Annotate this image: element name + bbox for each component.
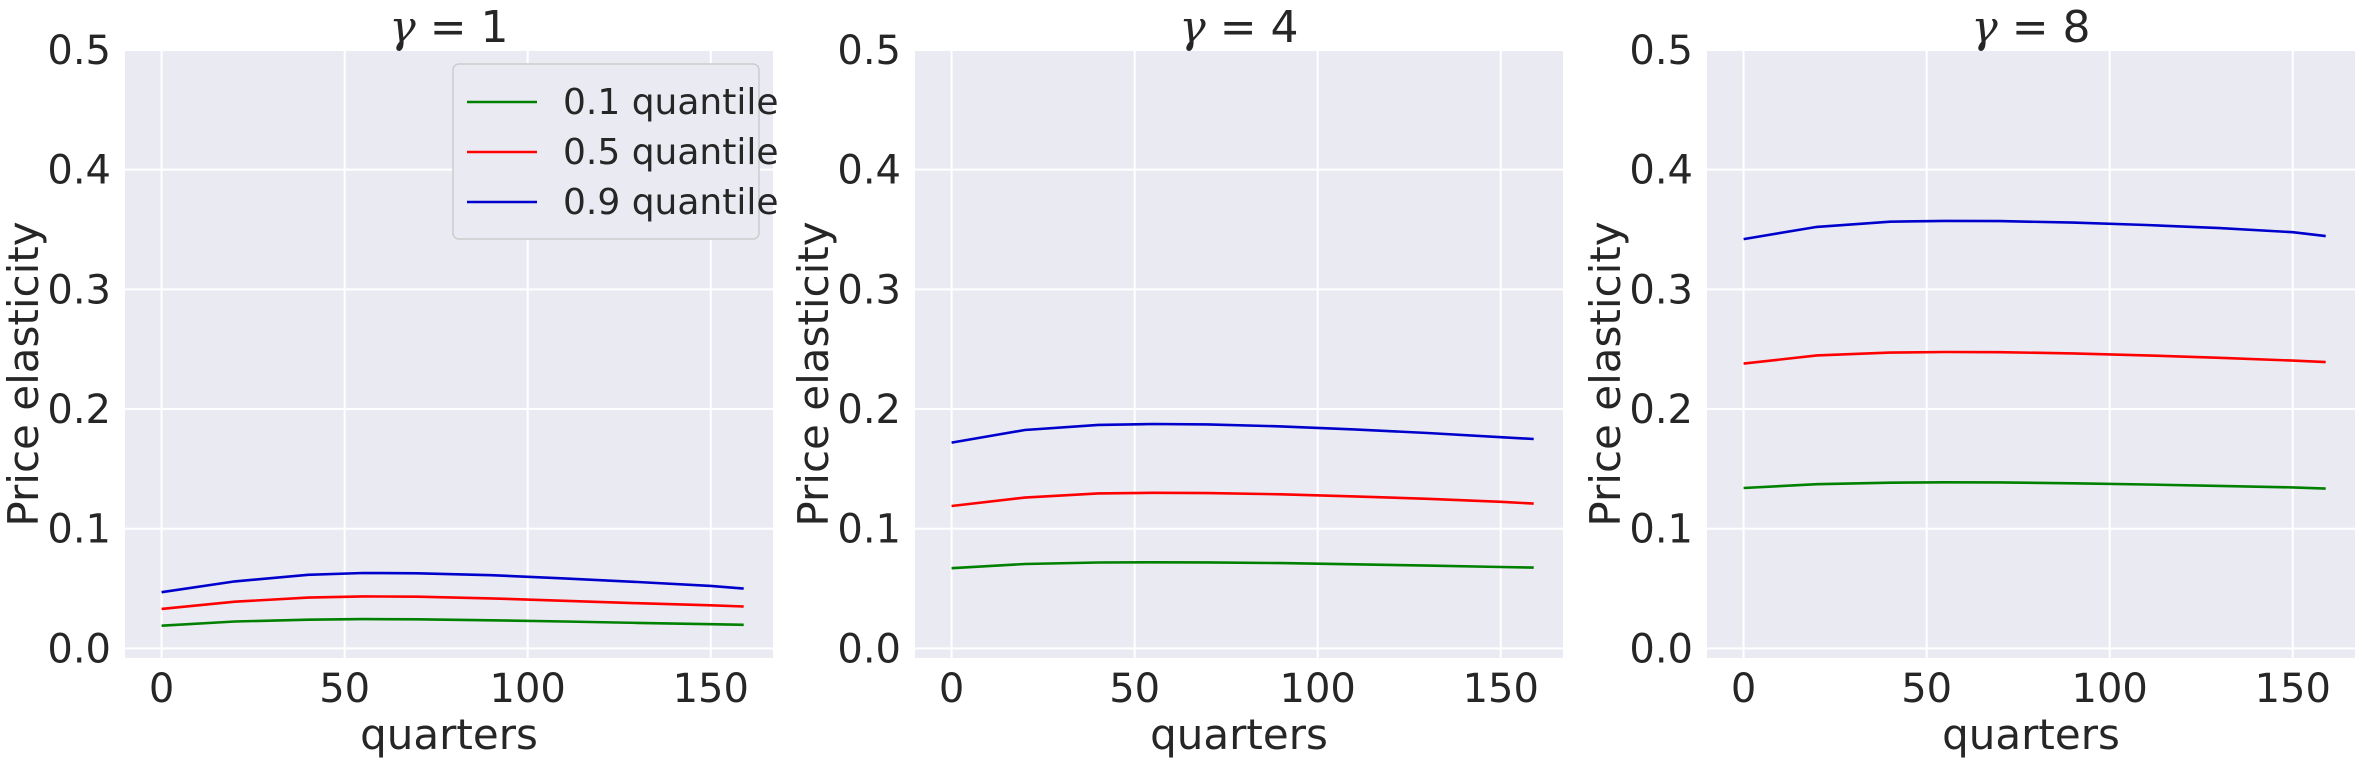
x-tick-label: 150 <box>1463 666 1539 712</box>
series-line-0-1-quantile <box>1743 480 2326 490</box>
y-tick-label: 0.2 <box>47 387 111 433</box>
x-axis-label: quarters <box>360 710 538 759</box>
x-axis-label: quarters <box>1942 710 2120 759</box>
panel-gamma-8: 0 50 100 150 0.0 0.1 0.2 0.3 0.4 0.5 quarters Price… <box>1581 2 2355 759</box>
x-tick-label: 50 <box>1109 666 1160 712</box>
panel-gamma-1: 0 50 100 150 0.0 0.1 0.2 0.3 0.4 0.5 quarters Price… <box>0 2 779 759</box>
series-line-0-1-quantile <box>161 617 744 627</box>
y-tick-label: 0.0 <box>837 626 901 672</box>
panel-title: γ = 1 <box>389 2 508 53</box>
y-tick-label: 0.5 <box>837 28 901 74</box>
y-tick-label: 0.1 <box>837 507 901 553</box>
x-tick-label: 150 <box>2255 666 2331 712</box>
series-line-0-1-quantile <box>951 560 1534 570</box>
plot-area <box>915 50 1563 658</box>
y-tick-label: 0.1 <box>1629 507 1693 553</box>
x-tick-label: 0 <box>939 666 964 712</box>
y-tick-label: 0.0 <box>47 626 111 672</box>
x-tick-label: 0 <box>1731 666 1756 712</box>
y-tick-label: 0.5 <box>1629 28 1693 74</box>
y-tick-label: 0.2 <box>1629 387 1693 433</box>
series-line-0-9-quantile <box>161 571 744 594</box>
y-tick-label: 0.3 <box>1629 267 1693 313</box>
x-tick-label: 0 <box>149 666 174 712</box>
panel-gamma-4: 0 50 100 150 0.0 0.1 0.2 0.3 0.4 0.5 quarters Price… <box>789 2 1563 759</box>
y-tick-label: 0.5 <box>47 28 111 74</box>
legend-label: 0.1 quantile <box>563 82 779 123</box>
y-tick-label: 0.4 <box>837 148 901 194</box>
x-tick-label: 50 <box>1901 666 1952 712</box>
x-tick-label: 150 <box>673 666 749 712</box>
y-tick-label: 0.4 <box>47 148 111 194</box>
legend: 0.1 quantile 0.5 quantile 0.9 quantile <box>452 63 779 240</box>
x-tick-label: 100 <box>490 666 566 712</box>
y-axis-label: Price elasticity <box>789 221 838 526</box>
legend-label: 0.9 quantile <box>563 182 779 223</box>
y-tick-label: 0.3 <box>837 267 901 313</box>
y-tick-label: 0.1 <box>47 507 111 553</box>
panel-title: γ = 4 <box>1179 2 1298 53</box>
series-line-0-5-quantile <box>161 595 744 611</box>
x-tick-label: 100 <box>1280 666 1356 712</box>
x-axis-label: quarters <box>1150 710 1328 759</box>
y-tick-label: 0.0 <box>1629 626 1693 672</box>
series-line-0-9-quantile <box>951 422 1534 444</box>
panel-title: γ = 8 <box>1971 2 2090 53</box>
x-tick-label: 100 <box>2072 666 2148 712</box>
series-line-0-5-quantile <box>951 491 1534 508</box>
legend-label: 0.5 quantile <box>563 132 779 173</box>
y-axis-label: Price elasticity <box>1581 221 1630 526</box>
y-tick-label: 0.2 <box>837 387 901 433</box>
x-tick-label: 50 <box>319 666 370 712</box>
series-line-0-5-quantile <box>1743 350 2326 365</box>
y-tick-label: 0.4 <box>1629 148 1693 194</box>
y-axis-label: Price elasticity <box>0 221 48 526</box>
legend-box <box>452 63 760 240</box>
series-line-0-9-quantile <box>1743 219 2326 241</box>
y-tick-label: 0.3 <box>47 267 111 313</box>
